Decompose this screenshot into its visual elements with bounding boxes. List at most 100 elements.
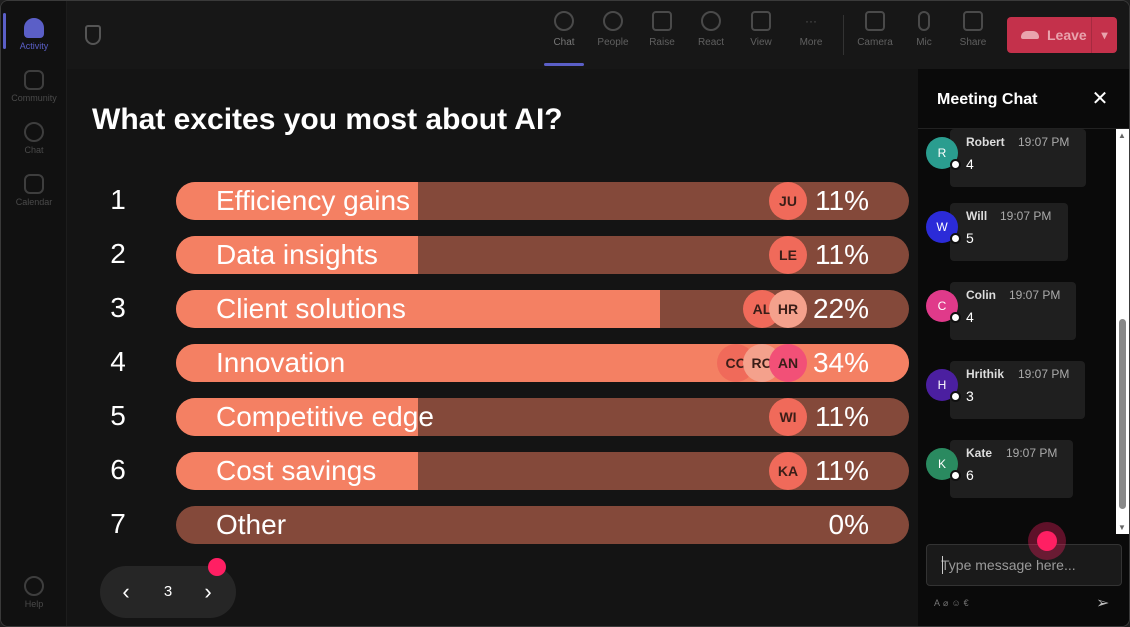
meeting-chat-panel: Meeting Chat ✕ Robert 19:07 PM 4 R Will 19:07… bbox=[918, 69, 1129, 626]
format-icon[interactable]: A bbox=[934, 598, 944, 608]
option-number: 4 bbox=[110, 346, 126, 377]
avatar-initial: R bbox=[937, 146, 947, 160]
message-text: 4 bbox=[966, 156, 974, 172]
chat-button[interactable]: Chat bbox=[540, 11, 588, 61]
scroll-up-icon[interactable]: ▲ bbox=[1118, 131, 1126, 140]
help-icon bbox=[24, 575, 44, 596]
camera-button[interactable]: Camera bbox=[851, 11, 899, 61]
people-button[interactable]: People bbox=[589, 11, 637, 61]
result-bar: Other 0% bbox=[176, 506, 909, 544]
result-bar: Cost savings 11% bbox=[176, 452, 909, 490]
option-percent: 11% bbox=[815, 239, 869, 270]
chat-title: Meeting Chat bbox=[937, 91, 1038, 108]
result-bar-fill bbox=[176, 236, 418, 274]
hand-icon bbox=[652, 11, 672, 31]
option-number: 6 bbox=[110, 454, 126, 485]
option-percent: 0% bbox=[828, 509, 869, 540]
voter-avatars: AL HR bbox=[743, 290, 807, 328]
option-number: 3 bbox=[110, 292, 126, 323]
slide-pager: ‹ 3 › bbox=[100, 558, 236, 618]
send-icon[interactable]: ➢ bbox=[1096, 595, 1110, 612]
poll-option: 3 Client solutions 22% AL HR bbox=[101, 290, 911, 328]
result-bar-fill bbox=[176, 290, 660, 328]
chat-label: Chat bbox=[553, 37, 575, 48]
voter-avatar: AN bbox=[769, 344, 807, 382]
voter-avatar: KA bbox=[769, 452, 807, 490]
voter-avatar: WI bbox=[769, 398, 807, 436]
raise-hand-button[interactable]: Raise bbox=[638, 11, 686, 61]
chat-scrollbar[interactable]: ▲ ▼ bbox=[1116, 129, 1129, 534]
rail-item-community[interactable]: Community bbox=[1, 61, 67, 111]
option-label: Cost savings bbox=[216, 455, 377, 486]
camera-off-icon bbox=[865, 11, 885, 31]
option-percent: 34% bbox=[812, 347, 869, 378]
poll-option: 5 Competitive edge 11% WI bbox=[101, 398, 911, 436]
emoji-icon[interactable]: ☺ bbox=[951, 598, 964, 608]
chat-messages: Robert 19:07 PM 4 R Will 19:07 PM 5 W Colin 19:07… bbox=[918, 129, 1116, 534]
rail-item-chat[interactable]: Chat bbox=[1, 113, 67, 163]
pointer-indicator bbox=[1028, 522, 1066, 560]
result-bar-fill bbox=[176, 398, 418, 436]
rail-active-indicator bbox=[3, 13, 6, 49]
message-text: 3 bbox=[966, 388, 974, 404]
poll-title: What excites you most about AI? bbox=[92, 103, 563, 136]
rail-label: Calendar bbox=[15, 196, 53, 207]
option-label: Efficiency gains bbox=[216, 185, 411, 216]
option-label: Competitive edge bbox=[216, 401, 434, 432]
message-input[interactable] bbox=[941, 545, 1111, 585]
scroll-down-icon[interactable]: ▼ bbox=[1118, 523, 1126, 532]
option-number: 7 bbox=[110, 508, 126, 539]
poll-option: 4 Innovation 34% CO RO AN bbox=[101, 344, 911, 382]
status-indicator bbox=[950, 391, 961, 402]
avatar: W bbox=[926, 211, 961, 244]
rail-item-activity[interactable]: Activity bbox=[1, 9, 67, 59]
chevron-right-icon[interactable]: › bbox=[204, 579, 212, 604]
pointer-dot bbox=[1037, 531, 1057, 551]
close-icon[interactable]: ✕ bbox=[1091, 88, 1109, 110]
option-label: Innovation bbox=[216, 347, 346, 378]
rail-item-calendar[interactable]: Calendar bbox=[1, 165, 67, 215]
more-label: More bbox=[799, 37, 823, 48]
voter-avatar: JU bbox=[769, 182, 807, 220]
smiley-icon bbox=[701, 11, 721, 31]
rail-item-help[interactable]: Help bbox=[1, 567, 67, 617]
phone-hangup-icon bbox=[1021, 31, 1039, 39]
left-rail: Activity Community Chat Calendar Help bbox=[1, 1, 67, 626]
bell-icon bbox=[24, 17, 44, 38]
leave-button[interactable]: Leave ▾ bbox=[1007, 17, 1117, 53]
voter-avatars: KA bbox=[769, 452, 807, 490]
mic-button[interactable]: Mic bbox=[900, 11, 948, 61]
gif-icon[interactable]: € bbox=[963, 598, 972, 608]
option-number: 2 bbox=[110, 238, 126, 269]
option-percent: 11% bbox=[815, 185, 869, 216]
option-percent: 11% bbox=[815, 401, 869, 432]
page-number: 3 bbox=[163, 583, 173, 600]
message-time: 19:07 PM bbox=[1018, 367, 1070, 381]
poll-option: 6 Cost savings 11% KA bbox=[101, 452, 911, 490]
message-time: 19:07 PM bbox=[1006, 446, 1058, 460]
message-time: 19:07 PM bbox=[1000, 209, 1052, 223]
view-button[interactable]: View bbox=[737, 11, 785, 61]
view-label: View bbox=[750, 37, 772, 48]
poll-option: 1 Efficiency gains 11% JU bbox=[101, 182, 911, 220]
mic-label: Mic bbox=[916, 37, 932, 48]
share-button[interactable]: Share bbox=[949, 11, 997, 61]
sender-name: Kate bbox=[966, 446, 993, 460]
message-compose-box[interactable] bbox=[926, 544, 1122, 586]
react-button[interactable]: React bbox=[687, 11, 735, 61]
chevron-left-icon[interactable]: ‹ bbox=[122, 579, 130, 604]
chevron-down-icon[interactable]: ▾ bbox=[1091, 17, 1117, 53]
scroll-thumb[interactable] bbox=[1119, 319, 1126, 509]
sender-name: Robert bbox=[966, 135, 1005, 149]
voter-avatar: LE bbox=[769, 236, 807, 274]
option-label: Client solutions bbox=[216, 293, 406, 324]
more-button[interactable]: ··· More bbox=[787, 11, 835, 61]
message-time: 19:07 PM bbox=[1018, 135, 1070, 149]
community-icon bbox=[24, 69, 44, 90]
format-toolbar[interactable]: A⌀☺€ bbox=[934, 598, 972, 609]
voter-avatar: HR bbox=[769, 290, 807, 328]
attach-icon[interactable]: ⌀ bbox=[943, 598, 952, 608]
avatar: K bbox=[926, 448, 961, 481]
chat-icon bbox=[24, 121, 44, 142]
active-tool-indicator bbox=[544, 63, 584, 66]
